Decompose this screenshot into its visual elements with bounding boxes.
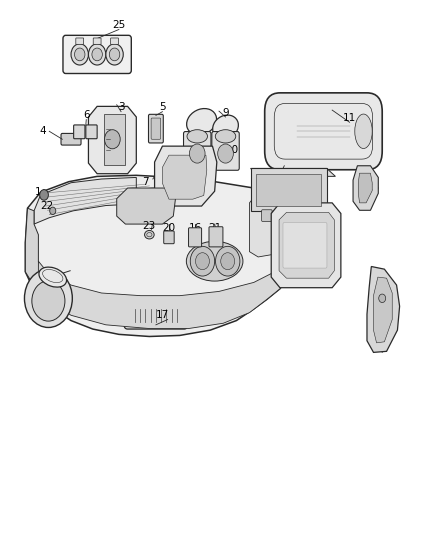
Polygon shape — [25, 175, 289, 336]
Text: 4: 4 — [39, 126, 46, 136]
Ellipse shape — [213, 115, 238, 139]
Polygon shape — [88, 107, 136, 174]
Polygon shape — [117, 188, 176, 224]
Text: 25: 25 — [112, 20, 126, 30]
Circle shape — [110, 48, 120, 61]
Circle shape — [189, 144, 205, 163]
Ellipse shape — [215, 130, 236, 143]
Text: 21: 21 — [208, 223, 221, 233]
FancyBboxPatch shape — [164, 231, 174, 244]
FancyBboxPatch shape — [151, 118, 161, 139]
FancyBboxPatch shape — [61, 133, 81, 145]
Text: 23: 23 — [143, 221, 156, 231]
Circle shape — [195, 253, 209, 270]
Circle shape — [40, 190, 48, 200]
FancyBboxPatch shape — [305, 210, 316, 221]
Ellipse shape — [355, 114, 372, 149]
Text: 10: 10 — [226, 145, 239, 155]
Text: 22: 22 — [40, 200, 54, 211]
Circle shape — [74, 48, 85, 61]
Circle shape — [379, 294, 386, 303]
Polygon shape — [279, 213, 334, 278]
Polygon shape — [256, 174, 321, 206]
Circle shape — [71, 44, 88, 65]
Polygon shape — [374, 277, 392, 343]
Text: 5: 5 — [159, 102, 166, 112]
FancyBboxPatch shape — [76, 38, 84, 44]
Polygon shape — [353, 166, 378, 211]
Circle shape — [32, 281, 65, 321]
FancyBboxPatch shape — [63, 35, 131, 74]
Polygon shape — [34, 177, 136, 224]
Circle shape — [215, 246, 240, 276]
FancyBboxPatch shape — [74, 125, 85, 139]
Text: 6: 6 — [83, 110, 89, 120]
Circle shape — [49, 207, 56, 215]
Polygon shape — [104, 114, 125, 165]
Polygon shape — [155, 146, 217, 206]
FancyBboxPatch shape — [188, 228, 201, 247]
FancyBboxPatch shape — [184, 132, 211, 170]
FancyBboxPatch shape — [265, 93, 382, 169]
FancyBboxPatch shape — [283, 222, 327, 268]
Circle shape — [221, 253, 235, 270]
Circle shape — [218, 144, 233, 163]
Text: 12: 12 — [360, 182, 374, 192]
Text: 11: 11 — [343, 113, 356, 123]
Circle shape — [92, 48, 102, 61]
Text: 14: 14 — [321, 219, 335, 229]
Ellipse shape — [145, 230, 154, 239]
Polygon shape — [251, 168, 336, 176]
Ellipse shape — [186, 241, 243, 281]
Polygon shape — [162, 155, 207, 199]
Text: 1: 1 — [35, 187, 42, 197]
Text: 16: 16 — [188, 223, 201, 233]
FancyBboxPatch shape — [261, 210, 272, 221]
Text: 24: 24 — [42, 306, 56, 317]
Text: 13: 13 — [271, 179, 284, 189]
FancyBboxPatch shape — [93, 38, 101, 44]
Circle shape — [190, 246, 215, 276]
Polygon shape — [250, 192, 289, 257]
Circle shape — [88, 44, 106, 65]
FancyBboxPatch shape — [86, 125, 97, 139]
Circle shape — [105, 130, 120, 149]
Polygon shape — [251, 168, 327, 211]
Polygon shape — [25, 208, 45, 293]
Ellipse shape — [39, 267, 67, 287]
Polygon shape — [39, 261, 289, 328]
Text: 7: 7 — [142, 176, 148, 187]
Ellipse shape — [187, 130, 208, 143]
Polygon shape — [358, 173, 372, 203]
Text: 15: 15 — [374, 309, 387, 319]
FancyBboxPatch shape — [111, 38, 118, 44]
FancyBboxPatch shape — [209, 227, 223, 247]
FancyBboxPatch shape — [124, 302, 187, 329]
FancyBboxPatch shape — [148, 114, 163, 143]
Circle shape — [25, 269, 72, 327]
FancyBboxPatch shape — [212, 132, 239, 170]
Ellipse shape — [187, 109, 216, 135]
Text: 9: 9 — [222, 108, 229, 118]
Polygon shape — [271, 203, 341, 288]
Text: 17: 17 — [156, 310, 169, 320]
Text: 3: 3 — [118, 102, 124, 112]
Circle shape — [106, 44, 123, 65]
Text: 20: 20 — [162, 223, 176, 233]
FancyBboxPatch shape — [283, 210, 294, 221]
Polygon shape — [367, 266, 399, 352]
